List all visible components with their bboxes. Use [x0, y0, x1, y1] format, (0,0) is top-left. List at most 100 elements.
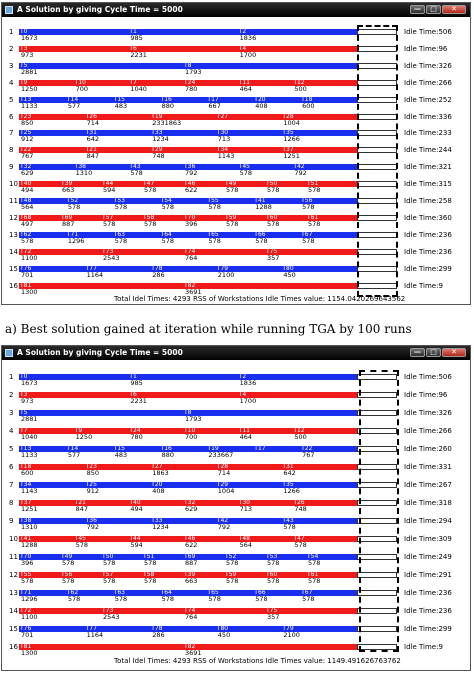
task-time: 578	[208, 236, 221, 245]
station-bar	[19, 392, 357, 398]
task-time: 578	[226, 219, 239, 228]
task-label: T43	[282, 517, 294, 524]
idle-time: Idle Time:249	[404, 553, 452, 561]
station-bar	[19, 410, 357, 416]
task-time: 578	[239, 169, 253, 178]
minimize-button[interactable]: —	[410, 5, 425, 14]
close-button[interactable]: ✕	[442, 5, 466, 14]
task-time: 1266	[283, 487, 300, 495]
task-label: T0	[20, 373, 28, 380]
task-label: T75	[266, 247, 278, 255]
task-time: 1004	[217, 487, 235, 495]
task-time: 578	[226, 577, 239, 585]
task-label: T35	[282, 481, 294, 488]
station-bar	[19, 428, 357, 434]
task-time: 578	[283, 523, 296, 531]
task-label: T66	[254, 230, 266, 238]
idle-time: Idle Time:9	[404, 643, 443, 651]
task-time: 792	[86, 523, 100, 531]
station-bar	[19, 608, 357, 614]
station-bar	[19, 113, 357, 120]
minimize-button[interactable]: —	[410, 348, 425, 357]
task-time: 1793	[185, 67, 202, 76]
station-idle-bar	[357, 626, 397, 632]
maximize-button[interactable]: □	[426, 348, 441, 357]
task-label: T74	[184, 247, 196, 255]
station-bar	[19, 164, 357, 171]
task-label: T60	[266, 571, 278, 578]
solution-window-b: A Solution by giving Cycle Time = 5000 —…	[1, 345, 471, 671]
task-time: 578	[208, 203, 221, 211]
cycle-time-boundary-box	[357, 25, 398, 297]
task-label: T44	[129, 535, 141, 542]
task-time: 1288	[255, 203, 272, 211]
task-time: 1863	[152, 469, 169, 477]
idle-time: Idle Time:318	[404, 499, 452, 507]
task-label: T48	[238, 535, 250, 542]
station-bar	[19, 181, 357, 188]
task-time: 578	[75, 541, 89, 549]
task-time: 494	[130, 505, 143, 513]
task-label: T56	[301, 197, 313, 204]
task-time: 642	[283, 469, 296, 477]
task-time: 578	[161, 203, 174, 211]
station-idle-bar	[357, 608, 397, 614]
figure-caption: a) Best solution gained at iteration whi…	[5, 322, 412, 336]
station-number: 6	[9, 463, 14, 471]
close-button[interactable]: ✕	[442, 348, 466, 357]
task-label: T41	[254, 197, 266, 204]
task-label: T16	[160, 95, 172, 103]
task-label: T8	[184, 409, 192, 416]
task-label: T2	[238, 28, 247, 35]
task-label: T18	[20, 463, 32, 470]
task-label: T47	[143, 180, 155, 188]
task-label: T17	[207, 95, 219, 103]
task-label: T79	[282, 625, 294, 632]
task-time: 578	[302, 203, 315, 211]
task-time: 564	[21, 203, 34, 211]
task-label: T67	[301, 230, 313, 238]
task-time: 880	[161, 101, 174, 110]
station-idle-bar	[357, 518, 397, 524]
idle-time: Idle Time:321	[404, 163, 452, 172]
task-label: T33	[151, 129, 163, 137]
task-time: 748	[152, 152, 165, 161]
station-number: 16	[9, 643, 18, 651]
task-label: T45	[238, 163, 250, 171]
task-label: T74	[184, 607, 196, 614]
idle-time: Idle Time:236	[404, 247, 452, 256]
maximize-button[interactable]: □	[426, 5, 441, 14]
task-time: 578	[114, 203, 128, 211]
task-time: 578	[62, 577, 75, 585]
station-number: 2	[9, 391, 14, 399]
workstation-chart: 1 T0 T1 T2 1673 985 1836 Idle Time:506 2 T3 T6 T4 97…	[2, 17, 470, 304]
task-time: 564	[239, 541, 253, 549]
task-time: 1266	[283, 135, 300, 144]
station-bar	[19, 572, 357, 578]
task-time: 578	[103, 559, 116, 567]
station-idle-bar	[357, 446, 397, 452]
station-bar	[19, 446, 357, 452]
task-label: T79	[216, 264, 229, 272]
task-label: T26	[85, 112, 97, 120]
task-time: 887	[62, 219, 75, 228]
idle-time: Idle Time:315	[404, 180, 452, 189]
task-label: T2	[238, 373, 247, 380]
task-time: 1250	[75, 433, 93, 441]
task-label: T52	[225, 553, 237, 560]
task-time: 1133	[21, 451, 38, 459]
task-time: 286	[152, 270, 165, 279]
task-time: 578	[255, 236, 268, 245]
window-title: A Solution by giving Cycle Time = 5000	[17, 5, 183, 14]
station-idle-bar	[357, 374, 397, 380]
task-time: 880	[161, 451, 174, 459]
task-time: 713	[239, 505, 253, 513]
task-label: T71	[66, 230, 79, 238]
task-label: T42	[293, 163, 305, 171]
station-number: 13	[9, 230, 18, 239]
task-time: 912	[21, 135, 34, 144]
station-bar	[19, 282, 357, 289]
idle-time: Idle Time:291	[404, 571, 452, 579]
workstation-chart: 1 T0 T1 T2 1673 985 1836 Idle Time:506 2 T3 T6 T4 97…	[2, 360, 470, 670]
idle-time: Idle Time:326	[404, 409, 452, 417]
